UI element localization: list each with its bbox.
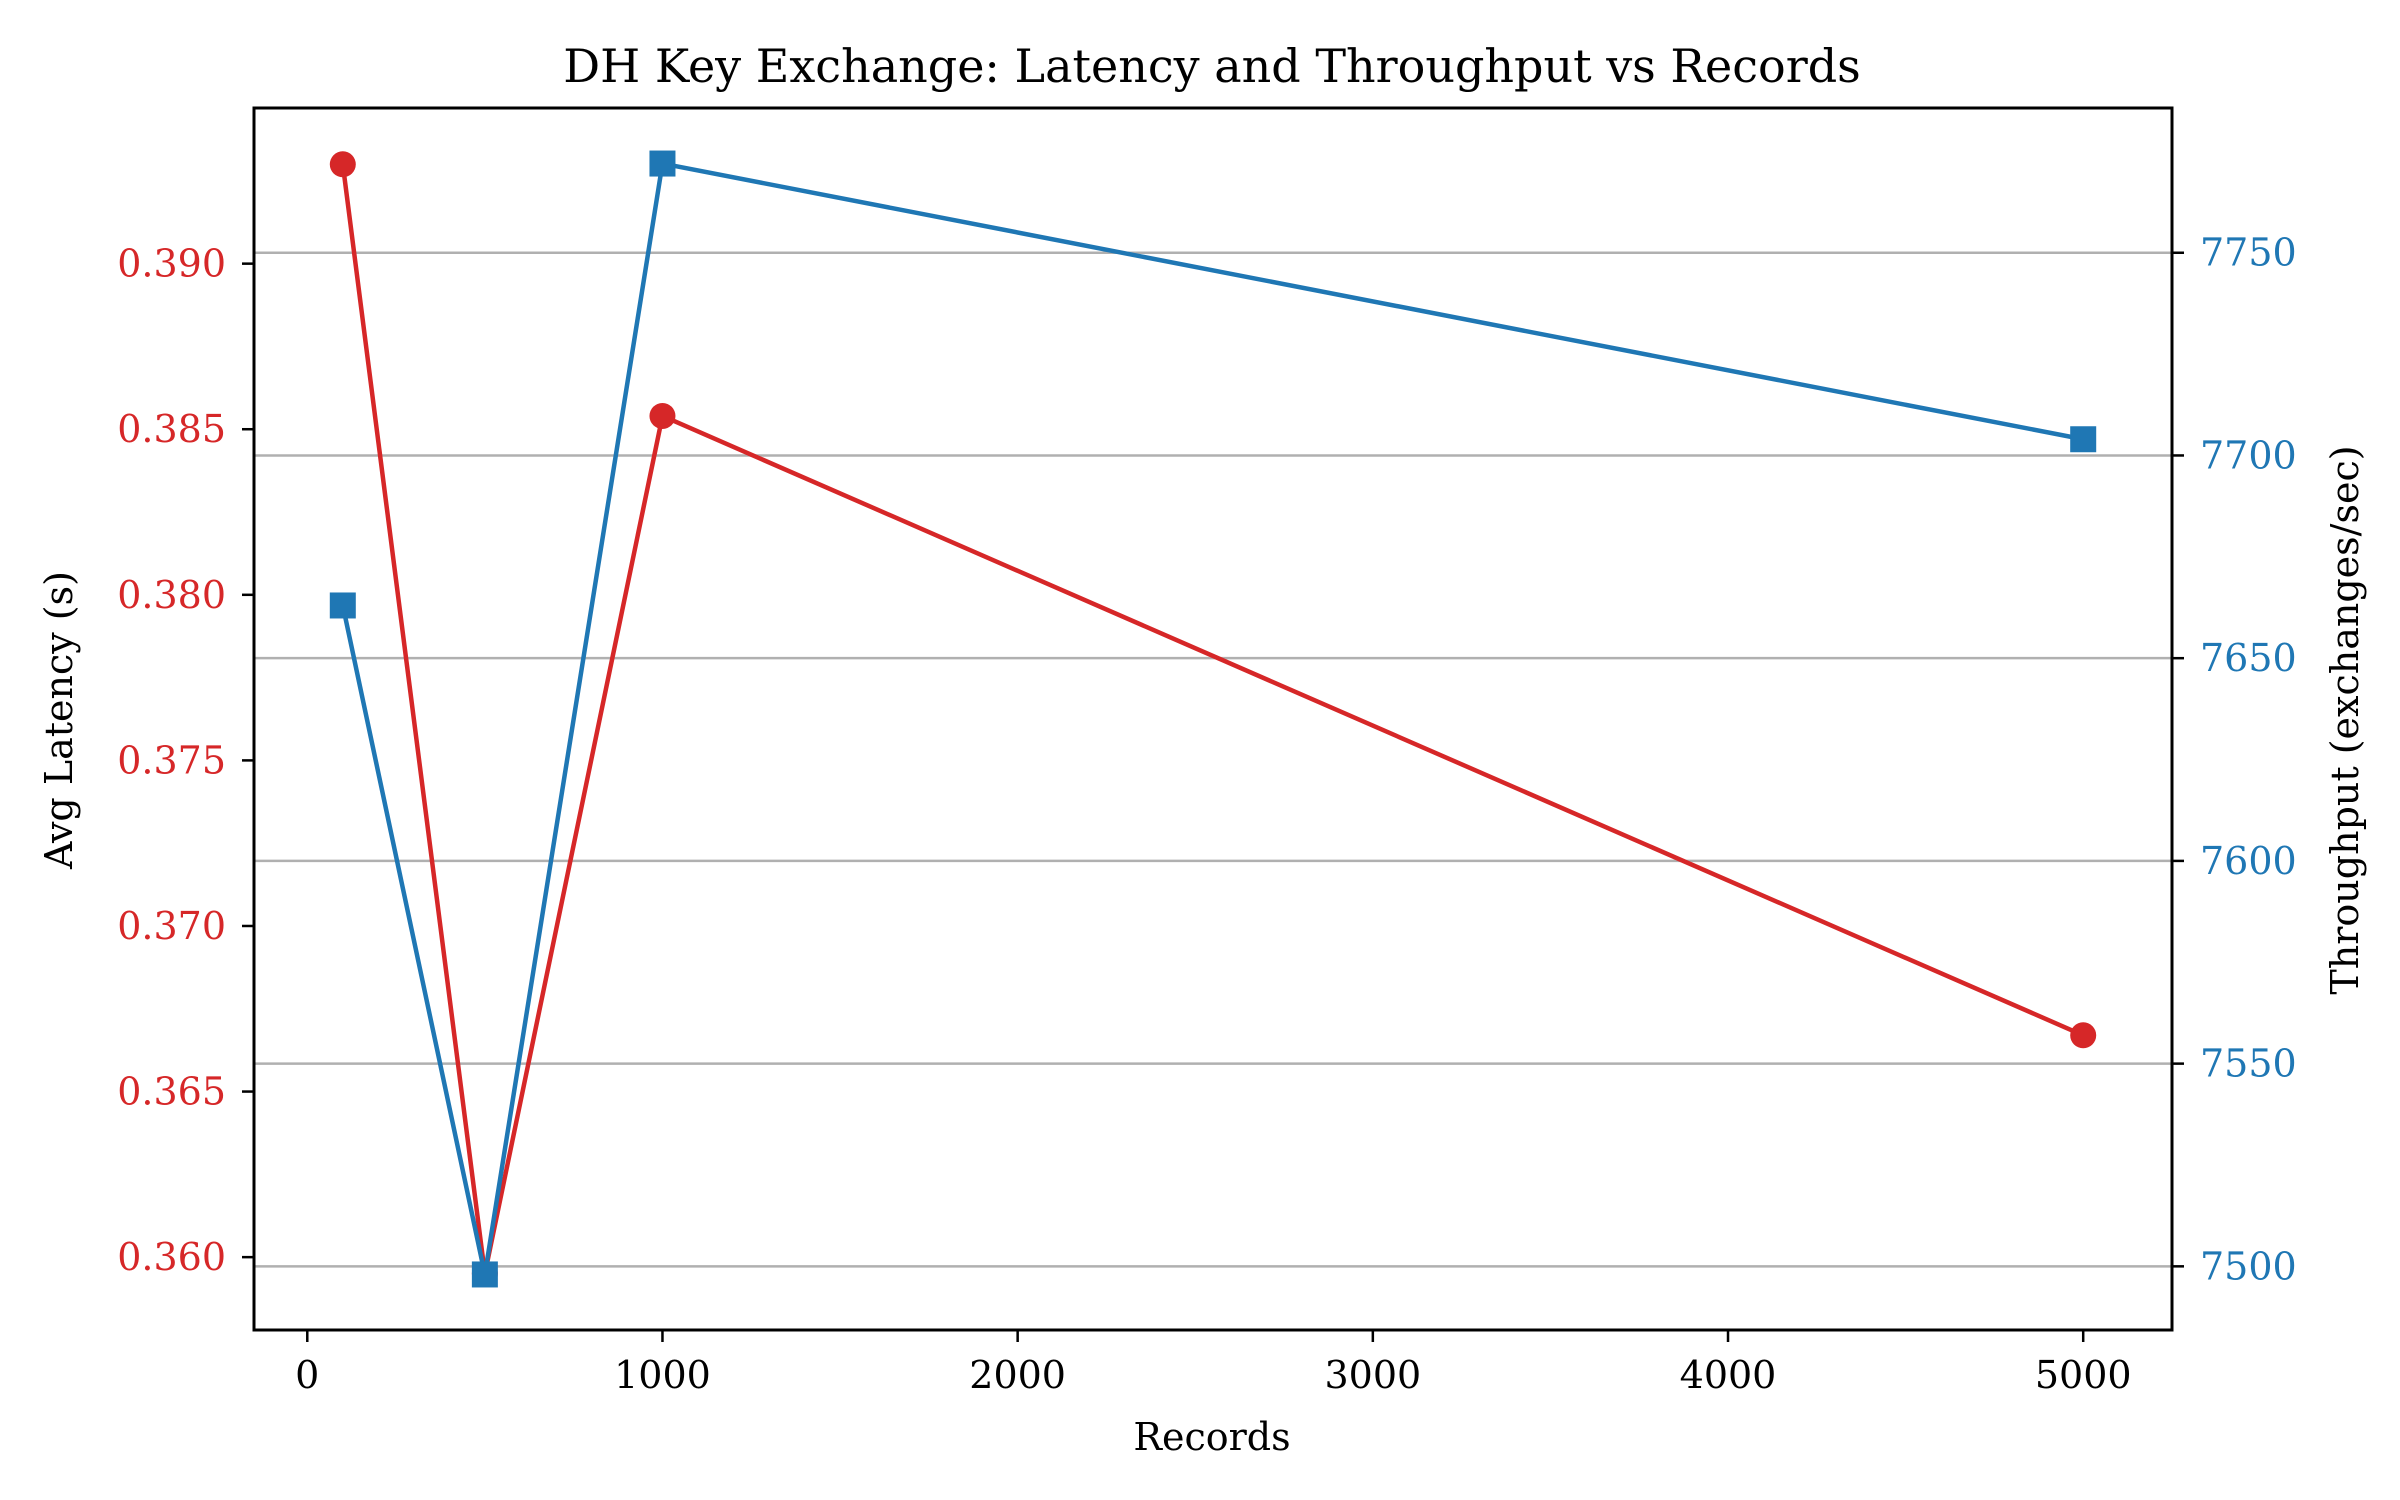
latency-point xyxy=(329,151,356,178)
axes-layer: 0 1000 2000 3000 4000 5000 0.360 0.365 0.370 0.37… xyxy=(117,231,2297,1397)
x-tick-label: 2000 xyxy=(969,1353,1066,1397)
y-right-tick-label: 7500 xyxy=(2200,1244,2297,1288)
chart-title: DH Key Exchange: Latency and Throughput … xyxy=(563,39,1861,93)
y-axis-right-label: Throughput (exchanges/sec) xyxy=(2323,445,2367,994)
throughput-point xyxy=(471,1261,498,1288)
throughput-point xyxy=(2070,426,2097,453)
grid-layer xyxy=(254,251,2172,1268)
y-left-tick-label: 0.380 xyxy=(117,573,226,617)
series-line-latency xyxy=(340,164,2085,1276)
y-right-tick-label: 7600 xyxy=(2200,839,2297,883)
x-tick-label: 5000 xyxy=(2035,1353,2132,1397)
x-axis-label: Records xyxy=(1133,1415,1290,1459)
y-right-tick-label: 7750 xyxy=(2200,231,2297,275)
y-left-tick-label: 0.390 xyxy=(117,242,226,286)
y-left-tick-label: 0.365 xyxy=(117,1070,226,1114)
x-tick-label: 3000 xyxy=(1324,1353,1421,1397)
y-left-tick-label: 0.375 xyxy=(117,738,226,782)
throughput-point xyxy=(649,150,676,177)
y-axis-left-label: Avg Latency (s) xyxy=(37,571,81,870)
x-tick-label: 1000 xyxy=(614,1353,711,1397)
series-line-throughput xyxy=(340,161,2084,1277)
latency-point xyxy=(2070,1022,2097,1049)
y-left-tick-label: 0.360 xyxy=(117,1235,226,1279)
x-tick-label: 4000 xyxy=(1680,1353,1777,1397)
x-tick-label: 0 xyxy=(295,1353,319,1397)
y-left-tick-label: 0.385 xyxy=(117,407,226,451)
series-layer xyxy=(329,150,2097,1288)
y-right-tick-label: 7650 xyxy=(2200,636,2297,680)
throughput-point xyxy=(329,592,356,619)
y-right-tick-label: 7700 xyxy=(2200,433,2297,477)
plot-frame xyxy=(252,106,2174,1332)
latency-point xyxy=(649,402,676,429)
y-left-tick-label: 0.370 xyxy=(117,904,226,948)
y-right-tick-label: 7550 xyxy=(2200,1042,2297,1086)
